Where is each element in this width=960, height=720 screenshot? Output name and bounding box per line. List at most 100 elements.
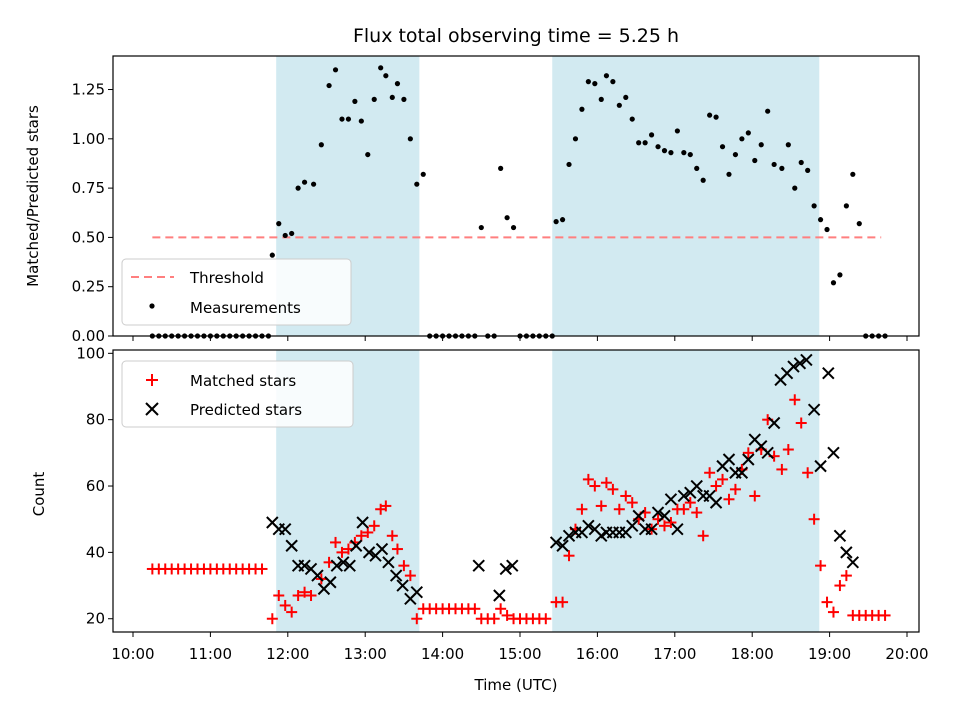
matched-star-point [540,613,552,625]
predicted-star-point [279,522,292,536]
predicted-star-point [410,585,424,599]
predicted-star-x-b [285,539,298,552]
measurement-point [856,221,862,227]
measurement-point [401,96,407,102]
measurement-point [559,217,566,223]
measurement-point [478,224,484,231]
bottom-y-axis-label: Count [30,472,48,517]
predicted-star-point [362,546,376,559]
predicted-star-point [298,559,311,572]
predicted-star-x-b [582,519,595,533]
matched-star-point [776,463,788,475]
measurement-point [668,150,674,156]
top-axes-frame [112,55,920,337]
predicted-star-x-b [626,519,639,533]
x-tick-label: 11:00 [189,645,232,663]
matched-star-point [684,497,696,509]
predicted-star-x-b [279,522,292,536]
bottom-y-axis-ticks: 20 40 60 80 100 [76,344,113,628]
matched-star-point [362,526,374,538]
matched-star-point [795,417,807,429]
matched-star-point [398,560,410,572]
measurement-point [843,203,849,209]
measurement-point [498,165,504,171]
x-tick-label: 16:00 [576,645,619,663]
matched-star-point [678,503,690,515]
predicted-stars-series [266,353,860,606]
predicted-star-x-b [690,479,703,493]
measurement-point [326,82,332,89]
matched-star-point [749,490,761,502]
measurement-point [824,226,830,233]
matched-stars-series [146,394,891,625]
measurement-point [603,73,610,79]
measurement-point [687,151,693,158]
measurement-point [371,96,377,102]
predicted-star-x-b [556,539,569,552]
predicted-star-point [562,529,576,542]
measurement-point [616,102,622,108]
matched-star-point [256,563,268,575]
measurement-point [289,230,295,237]
measurement-point [394,81,401,87]
x-tick-label: 10:00 [111,645,154,663]
measurement-point [850,171,856,177]
predicted-star-x-b [493,589,506,602]
top-y-tick-label: 1.00 [72,130,105,148]
predicted-star-x-b [343,559,356,572]
predicted-star-x-b [833,529,847,542]
predicted-star-x-b [311,569,324,582]
matched-star-point [411,613,423,625]
matched-star-point [717,473,729,485]
top-y-axis-label: Matched/Predicted stars [24,105,42,287]
measurement-point [352,98,358,104]
measurement-point [510,224,517,231]
matched-star-point [386,530,398,542]
top-x-axis-ticks [132,336,908,341]
x-tick-label: 17:00 [653,645,696,663]
predicted-star-x-b [742,453,755,466]
top-y-axis-ticks: 0.00 0.25 0.50 0.75 1.00 1.25 [72,81,113,345]
bottom-y-tick-label: 20 [86,610,105,628]
predicted-star-point [349,539,363,552]
matched-star-point [729,483,741,495]
matched-star-point [691,507,703,519]
predicted-star-x-b [793,357,807,370]
predicted-star-x-b [822,367,835,380]
top-y-tick-label: 0.75 [72,179,105,197]
measurement-point [792,185,798,191]
predicted-star-point [311,569,324,582]
predicted-star-x-b [506,559,519,572]
matched-star-point [404,570,416,582]
measurement-point [318,142,324,148]
matched-star-point [802,467,814,479]
matched-star-point [279,599,291,611]
matched-star-point [368,520,380,532]
predicted-star-x-b [298,559,311,572]
predicted-star-point [664,493,678,506]
predicted-star-point [807,403,821,416]
top-legend: Threshold Measurements [121,258,352,326]
matched-star-point [557,596,569,608]
matched-star-point [589,480,601,492]
legend-matched-swatch [146,374,158,386]
matched-star-point [658,520,670,532]
matched-star-point [697,530,709,542]
predicted-star-point [626,519,639,533]
predicted-star-point [499,562,513,576]
predicted-star-x-b [671,522,684,536]
matched-star-point [808,513,820,525]
measurement-point [732,151,739,158]
matched-star-point [782,444,794,456]
predicted-star-x-b [755,440,768,453]
matched-star-point [305,590,317,602]
predicted-star-x-b [588,522,602,536]
measurement-point [407,136,413,142]
predicted-star-x-b [846,556,860,569]
measurement-point [383,73,389,79]
measurement-point [420,171,426,177]
predicted-star-x-b [677,489,691,503]
bottom-y-tick-label: 60 [86,477,105,495]
measurement-point [365,151,371,158]
matched-star-point [595,500,607,512]
